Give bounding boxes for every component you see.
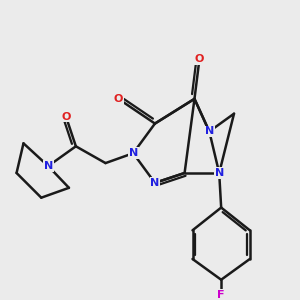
Text: O: O (61, 112, 71, 122)
Text: N: N (129, 148, 138, 158)
Text: N: N (44, 161, 53, 171)
Text: O: O (195, 54, 204, 64)
Text: N: N (205, 127, 214, 136)
Text: F: F (218, 290, 225, 300)
Text: N: N (150, 178, 160, 188)
Text: O: O (114, 94, 123, 104)
Text: N: N (214, 168, 224, 178)
